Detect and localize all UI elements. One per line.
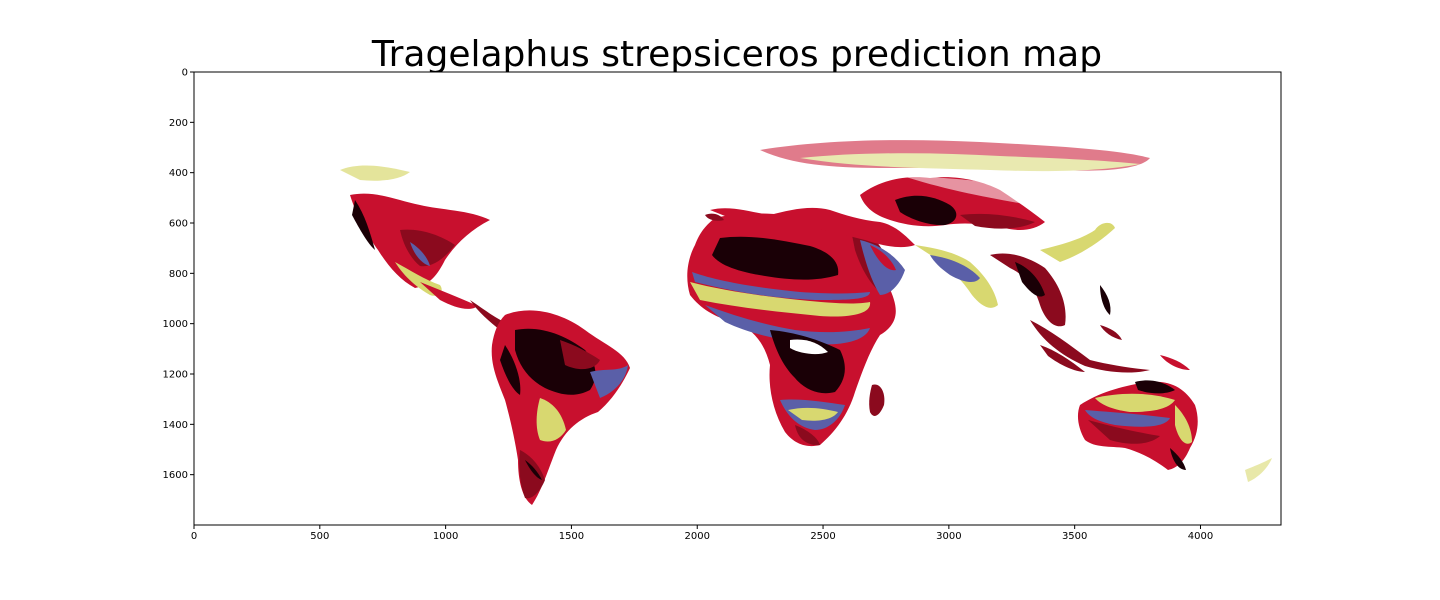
y-tick-label: 200 — [169, 118, 188, 129]
y-tick-label: 1200 — [163, 370, 188, 381]
x-tick-label: 4000 — [1188, 531, 1213, 542]
x-tick-label: 2500 — [810, 531, 835, 542]
y-tick-label: 0 — [182, 68, 188, 79]
y-tick-label: 1600 — [163, 470, 188, 481]
north-america-region — [262, 148, 540, 309]
x-tick-label: 1000 — [433, 531, 458, 542]
africa-region — [687, 213, 896, 447]
y-tick-label: 600 — [169, 219, 188, 230]
x-tick-label: 3500 — [1062, 531, 1087, 542]
south-america-region — [491, 310, 630, 505]
x-tick-label: 0 — [191, 531, 197, 542]
northern-belt-region — [760, 140, 1150, 215]
axes-frame — [193, 71, 1282, 526]
x-axis: 0 500 1000 1500 2000 2500 3000 3500 4000 — [191, 525, 1213, 542]
x-tick-label: 2000 — [685, 531, 710, 542]
y-axis: 0 200 400 600 800 1000 1200 1400 1600 — [163, 68, 194, 481]
y-tick-label: 400 — [169, 168, 188, 179]
map-layer — [262, 140, 1272, 505]
x-tick-label: 3000 — [936, 531, 961, 542]
australia-region — [1077, 380, 1198, 470]
islands-region — [705, 213, 1272, 482]
y-tick-label: 1400 — [163, 420, 188, 431]
chart-title: Tragelaphus strepsiceros prediction map — [371, 34, 1103, 75]
x-tick-label: 1500 — [559, 531, 584, 542]
x-tick-label: 500 — [310, 531, 329, 542]
y-tick-label: 1000 — [163, 319, 188, 330]
y-tick-label: 800 — [169, 269, 188, 280]
